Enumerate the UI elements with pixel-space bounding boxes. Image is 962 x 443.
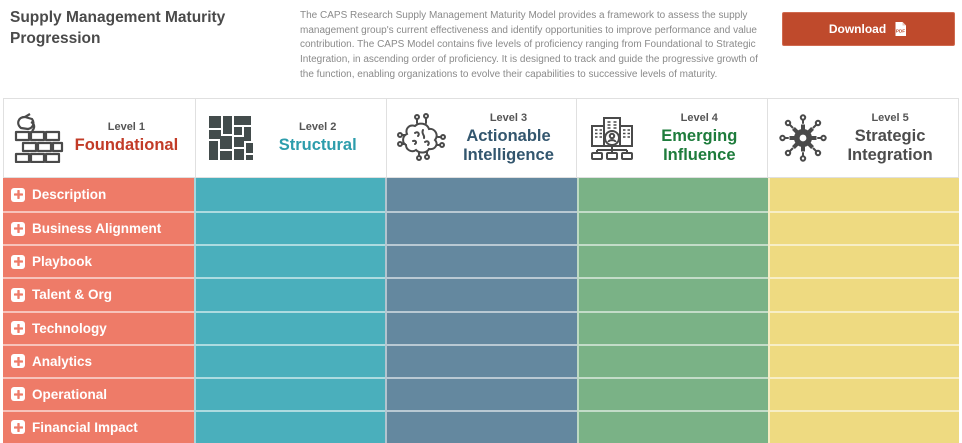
matrix-cell: [767, 310, 959, 344]
matrix-cell: [385, 376, 577, 410]
level-header-3: Level 3 Actionable Intelligence: [385, 99, 577, 177]
level-header-text: Level 2 Structural: [256, 121, 380, 155]
matrix-cell: [767, 211, 959, 245]
table-row: Description: [3, 178, 959, 212]
level-label: Level 1: [107, 121, 146, 134]
matrix-cell: [385, 244, 577, 278]
level-name: Foundational: [74, 136, 179, 155]
level-header-1: Level 1 Foundational: [4, 99, 195, 177]
table-header-row: Level 1 Foundational Level 2 Structural Le…: [3, 98, 959, 178]
matrix-cell: [194, 211, 386, 245]
level-header-2: Level 2 Structural: [194, 99, 386, 177]
matrix-cell: [385, 409, 577, 443]
matrix-cell: [194, 409, 386, 443]
level-header-text: Level 1 Foundational: [64, 121, 189, 155]
matrix-cell: [576, 376, 768, 410]
row-label: Operational: [32, 386, 108, 402]
matrix-cell: [385, 178, 577, 212]
level-name: Emerging Influence: [661, 126, 738, 164]
bricks-icon: [14, 113, 64, 163]
row-label: Description: [32, 187, 107, 203]
level-label: Level 3: [489, 111, 528, 124]
row-header-cell[interactable]: Talent & Org: [3, 277, 195, 311]
level-name: Strategic Integration: [847, 126, 933, 164]
table-body: Description Business Alignment Playbook Tal…: [3, 178, 959, 443]
circuit-brain-icon: [396, 113, 447, 163]
matrix-cell: [385, 211, 577, 245]
row-label: Analytics: [32, 353, 93, 369]
row-header-cell[interactable]: Description: [3, 178, 195, 212]
row-header-cell[interactable]: Analytics: [3, 343, 195, 377]
expand-plus-icon[interactable]: [11, 187, 25, 202]
level-header-4: Level 4 Emerging Influence: [576, 99, 767, 177]
matrix-cell: [576, 310, 768, 344]
page-title: Supply Management Maturity Progression: [10, 9, 226, 47]
level-label: Level 2: [299, 121, 337, 134]
gear-circuit-icon: [778, 113, 828, 163]
level-label: Level 4: [680, 111, 718, 124]
matrix-cell: [576, 277, 768, 311]
level-header-5: Level 5 Strategic Integration: [767, 99, 958, 177]
table-row: Analytics: [3, 343, 959, 377]
row-header-cell[interactable]: Financial Impact: [3, 409, 195, 443]
matrix-cell: [576, 211, 768, 245]
matrix-cell: [576, 244, 768, 278]
matrix-cell: [767, 178, 959, 212]
table-row: Talent & Org: [3, 277, 959, 311]
expand-plus-icon[interactable]: [11, 321, 25, 336]
table-row: Playbook: [3, 244, 959, 278]
level-header-text: Level 5 Strategic Integration: [828, 112, 952, 165]
matrix-cell: [194, 277, 386, 311]
page-description: The CAPS Research Supply Management Matu…: [300, 10, 758, 80]
row-label: Technology: [32, 320, 107, 336]
row-label: Talent & Org: [32, 287, 113, 303]
row-header-cell[interactable]: Operational: [3, 376, 195, 410]
expand-plus-icon[interactable]: [11, 354, 25, 369]
matrix-cell: [385, 277, 577, 311]
matrix-cell: [194, 343, 386, 377]
matrix-cell: [767, 343, 959, 377]
row-label: Playbook: [32, 254, 93, 270]
table-row: Financial Impact: [3, 409, 959, 443]
matrix-cell: [194, 244, 386, 278]
expand-plus-icon[interactable]: [11, 387, 25, 402]
matrix-cell: [576, 178, 768, 212]
expand-plus-icon[interactable]: [11, 420, 25, 435]
table-row: Technology: [3, 310, 959, 344]
matrix-cell: [576, 343, 768, 377]
matrix-cell: [194, 310, 386, 344]
row-header-cell[interactable]: Playbook: [3, 244, 195, 278]
table-row: Business Alignment: [3, 211, 959, 245]
download-button[interactable]: Download PDF: [782, 12, 955, 46]
table-row: Operational: [3, 376, 959, 410]
maturity-table: Level 1 Foundational Level 2 Structural Le…: [3, 98, 959, 443]
matrix-cell: [767, 244, 959, 278]
matrix-cell: [194, 178, 386, 212]
mosaic-icon: [206, 113, 256, 163]
row-header-cell[interactable]: Technology: [3, 310, 195, 344]
pdf-file-icon: PDF: [893, 21, 908, 37]
level-label: Level 5: [871, 111, 909, 124]
matrix-cell: [385, 310, 577, 344]
organization-icon: [587, 113, 637, 163]
matrix-cell: [194, 376, 386, 410]
matrix-cell: [767, 277, 959, 311]
row-label: Business Alignment: [32, 221, 162, 237]
page-header: Supply Management Maturity Progression T…: [0, 0, 962, 98]
level-header-text: Level 3 Actionable Intelligence: [447, 112, 571, 165]
matrix-cell: [385, 343, 577, 377]
matrix-cell: [767, 409, 959, 443]
level-name: Structural: [278, 136, 357, 155]
matrix-cell: [767, 376, 959, 410]
matrix-cell: [576, 409, 768, 443]
level-header-text: Level 4 Emerging Influence: [637, 112, 761, 165]
expand-plus-icon[interactable]: [11, 254, 25, 269]
svg-text:PDF: PDF: [896, 29, 905, 34]
download-button-label: Download: [828, 22, 887, 36]
row-label: Financial Impact: [32, 419, 138, 435]
row-header-cell[interactable]: Business Alignment: [3, 211, 195, 245]
expand-plus-icon[interactable]: [11, 287, 25, 302]
level-name: Actionable Intelligence: [463, 126, 554, 164]
expand-plus-icon[interactable]: [11, 221, 25, 236]
